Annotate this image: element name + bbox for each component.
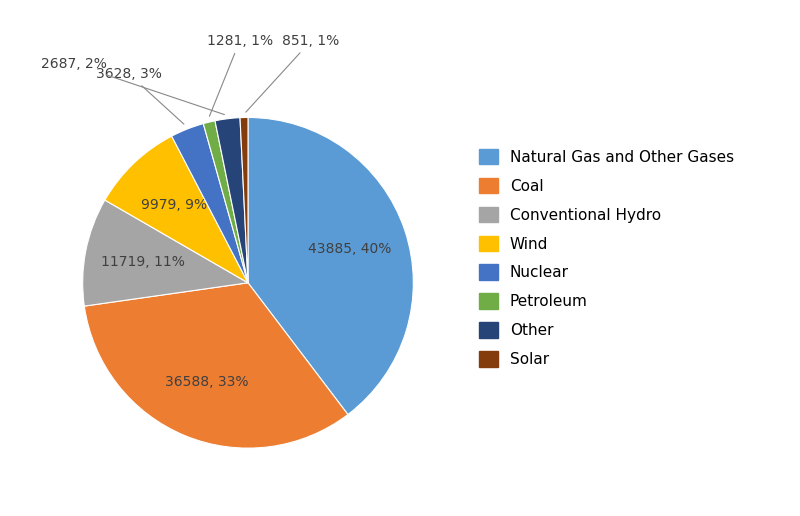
Text: 851, 1%: 851, 1% [246, 34, 339, 112]
Text: 3628, 3%: 3628, 3% [96, 67, 184, 124]
Text: 43885, 40%: 43885, 40% [308, 241, 391, 255]
Text: 9979, 9%: 9979, 9% [141, 198, 206, 212]
Wedge shape [84, 283, 348, 448]
Text: 11719, 11%: 11719, 11% [101, 255, 185, 269]
Wedge shape [172, 124, 248, 283]
Wedge shape [240, 118, 248, 283]
Text: 36588, 33%: 36588, 33% [166, 375, 249, 389]
Wedge shape [248, 118, 414, 414]
Text: 1281, 1%: 1281, 1% [206, 34, 273, 116]
Wedge shape [105, 136, 248, 283]
Wedge shape [203, 121, 248, 283]
Legend: Natural Gas and Other Gases, Coal, Conventional Hydro, Wind, Nuclear, Petroleum,: Natural Gas and Other Gases, Coal, Conve… [472, 141, 742, 375]
Wedge shape [82, 200, 248, 306]
Wedge shape [215, 118, 248, 283]
Text: 2687, 2%: 2687, 2% [42, 57, 225, 115]
